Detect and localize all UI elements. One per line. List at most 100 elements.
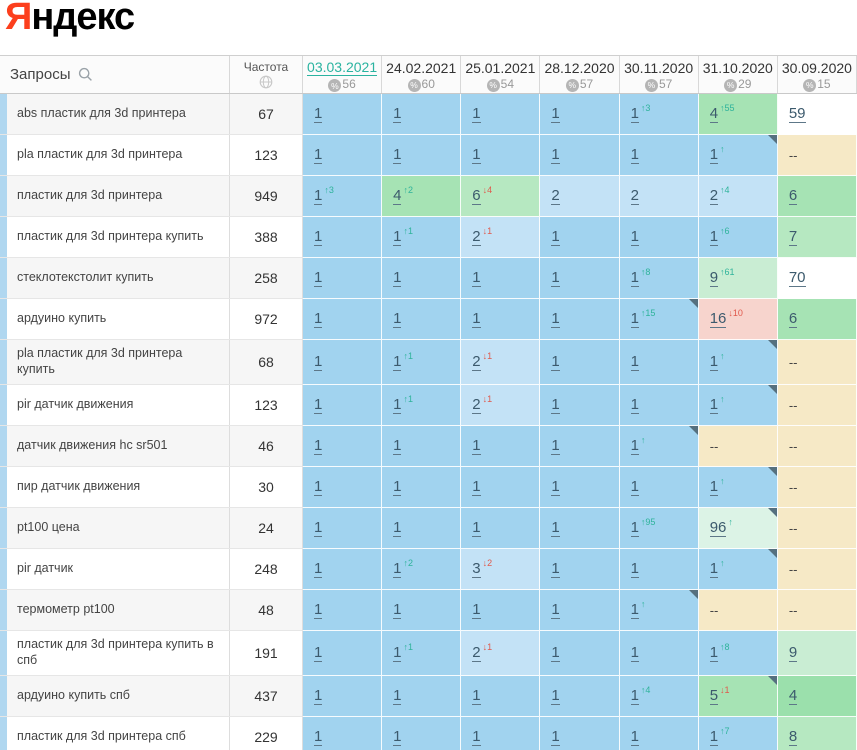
position-link[interactable]: 1 [393, 727, 402, 747]
position-link[interactable]: 2 [630, 186, 639, 206]
keyword-label[interactable]: pla пластик для 3d принтера купить [7, 340, 230, 384]
position-link[interactable]: 1 [630, 643, 639, 663]
note-corner-marker[interactable] [767, 508, 777, 517]
position-link[interactable]: 1 [709, 727, 719, 747]
date-link[interactable]: 25.01.2021 [465, 59, 536, 76]
note-corner-marker[interactable] [767, 467, 777, 476]
keyword-label[interactable]: pt100 цена [7, 508, 230, 548]
keyword-label[interactable]: pir датчик [7, 549, 230, 589]
date-link[interactable]: 30.11.2020 [624, 59, 694, 76]
position-link[interactable]: 1 [314, 600, 323, 620]
position-link[interactable]: 1 [630, 559, 639, 579]
position-link[interactable]: 1 [314, 436, 323, 456]
row-select-strip[interactable] [0, 135, 7, 175]
position-link[interactable]: 1 [314, 186, 323, 206]
keyword-label[interactable]: ардуино купить спб [7, 676, 230, 716]
note-corner-marker[interactable] [688, 299, 698, 308]
position-link[interactable]: 1 [393, 600, 402, 620]
keyword-label[interactable]: пластик для 3d принтера купить [7, 217, 230, 257]
position-link[interactable]: 1 [551, 352, 560, 372]
row-select-strip[interactable] [0, 467, 7, 507]
position-link[interactable]: 1 [709, 559, 719, 579]
position-link[interactable]: 1 [393, 227, 402, 247]
position-link[interactable]: 3 [472, 559, 481, 579]
position-link[interactable]: 1 [709, 352, 719, 372]
note-corner-marker[interactable] [767, 340, 777, 349]
position-link[interactable]: 2 [472, 352, 481, 372]
position-link[interactable]: 1 [709, 395, 719, 415]
position-link[interactable]: 1 [630, 727, 639, 747]
position-link[interactable]: 2 [472, 395, 481, 415]
date-link[interactable]: 30.09.2020 [781, 59, 852, 76]
row-select-strip[interactable] [0, 549, 7, 589]
position-link[interactable]: 1 [630, 436, 639, 456]
keyword-label[interactable]: пластик для 3d принтера купить в спб [7, 631, 230, 675]
globe-icon[interactable] [259, 75, 273, 89]
position-link[interactable]: 1 [472, 686, 481, 706]
position-link[interactable]: 1 [630, 227, 639, 247]
position-link[interactable]: 2 [709, 186, 719, 206]
row-select-strip[interactable] [0, 299, 7, 339]
keyword-label[interactable]: abs пластик для 3d принтера [7, 94, 230, 134]
position-link[interactable]: 1 [630, 268, 639, 288]
position-link[interactable]: 1 [630, 309, 639, 329]
note-corner-marker[interactable] [767, 549, 777, 558]
position-link[interactable]: 1 [472, 268, 481, 288]
position-link[interactable]: 96 [709, 518, 727, 538]
position-link[interactable]: 1 [630, 145, 639, 165]
position-link[interactable]: 1 [314, 352, 323, 372]
position-link[interactable]: 1 [472, 518, 481, 538]
note-corner-marker[interactable] [688, 426, 698, 435]
position-link[interactable]: 1 [630, 600, 639, 620]
position-link[interactable]: 1 [551, 477, 560, 497]
row-select-strip[interactable] [0, 426, 7, 466]
position-link[interactable]: 1 [472, 309, 481, 329]
row-select-strip[interactable] [0, 258, 7, 298]
position-link[interactable]: 1 [472, 145, 481, 165]
position-link[interactable]: 4 [393, 186, 402, 206]
search-icon[interactable] [78, 67, 93, 82]
position-link[interactable]: 1 [314, 643, 323, 663]
position-link[interactable]: 1 [314, 727, 323, 747]
position-link[interactable]: 1 [472, 436, 481, 456]
position-link[interactable]: 1 [314, 477, 323, 497]
position-link[interactable]: 1 [551, 395, 560, 415]
position-link[interactable]: 1 [472, 104, 481, 124]
keyword-label[interactable]: пир датчик движения [7, 467, 230, 507]
position-link[interactable]: 6 [788, 309, 798, 329]
keyword-label[interactable]: pir датчик движения [7, 385, 230, 425]
position-link[interactable]: 1 [314, 518, 323, 538]
row-select-strip[interactable] [0, 385, 7, 425]
position-link[interactable]: 1 [551, 559, 560, 579]
row-select-strip[interactable] [0, 676, 7, 716]
position-link[interactable]: 2 [472, 227, 481, 247]
note-corner-marker[interactable] [767, 135, 777, 144]
position-link[interactable]: 1 [630, 395, 639, 415]
row-select-strip[interactable] [0, 508, 7, 548]
position-link[interactable]: 1 [551, 518, 560, 538]
position-link[interactable]: 1 [393, 436, 402, 456]
position-link[interactable]: 4 [788, 686, 798, 706]
keyword-label[interactable]: стеклотекстолит купить [7, 258, 230, 298]
row-select-strip[interactable] [0, 340, 7, 384]
position-link[interactable]: 1 [551, 309, 560, 329]
position-link[interactable]: 1 [630, 104, 639, 124]
position-link[interactable]: 1 [314, 227, 323, 247]
position-link[interactable]: 1 [709, 227, 719, 247]
keyword-label[interactable]: термометр pt100 [7, 590, 230, 630]
position-link[interactable]: 6 [472, 186, 481, 206]
position-link[interactable]: 1 [551, 227, 560, 247]
position-link[interactable]: 1 [551, 643, 560, 663]
date-link[interactable]: 24.02.2021 [386, 59, 457, 76]
position-link[interactable]: 1 [551, 727, 560, 747]
position-link[interactable]: 1 [551, 268, 560, 288]
row-select-strip[interactable] [0, 176, 7, 216]
position-link[interactable]: 1 [472, 727, 481, 747]
position-link[interactable]: 1 [709, 643, 719, 663]
note-corner-marker[interactable] [767, 385, 777, 394]
position-link[interactable]: 1 [551, 145, 560, 165]
position-link[interactable]: 1 [630, 477, 639, 497]
position-link[interactable]: 1 [393, 145, 402, 165]
row-select-strip[interactable] [0, 631, 7, 675]
position-link[interactable]: 1 [314, 559, 323, 579]
